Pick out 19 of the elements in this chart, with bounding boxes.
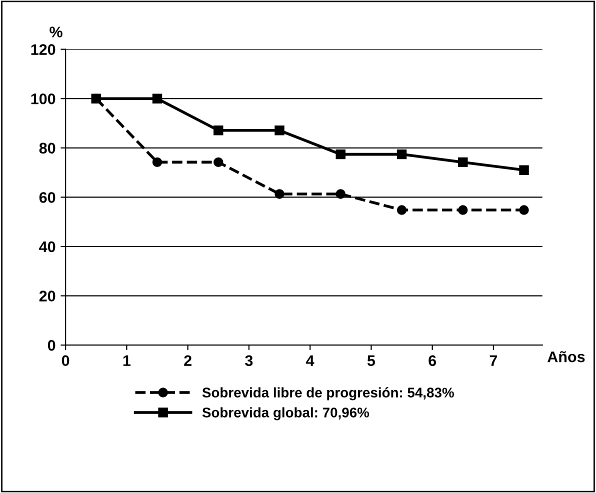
- legend-label: Sobrevida libre de progresión: 54,83%: [202, 387, 454, 400]
- y-tick-label: 40: [39, 241, 56, 252]
- y-tick-label: 80: [39, 142, 56, 154]
- y-tick-label: 120: [31, 44, 56, 55]
- y-axis-title: %: [50, 26, 62, 38]
- x-tick-label: 5: [367, 355, 376, 366]
- legend-label: Sobrevida global: 70,96%: [202, 407, 370, 420]
- x-tick-label: 0: [62, 355, 70, 366]
- y-tick-label: 100: [31, 93, 56, 104]
- y-tick-label: 20: [39, 290, 56, 302]
- x-tick-label: 2: [184, 355, 192, 366]
- x-tick-label: 6: [428, 355, 436, 366]
- x-tick-label: 7: [490, 355, 498, 366]
- x-axis-title: Años: [548, 351, 585, 362]
- x-tick-label: 4: [306, 355, 314, 366]
- x-tick-label: 1: [123, 355, 131, 366]
- x-tick-label: 3: [245, 355, 253, 366]
- y-tick-label: 60: [39, 192, 56, 203]
- y-tick-label: 0: [48, 340, 56, 351]
